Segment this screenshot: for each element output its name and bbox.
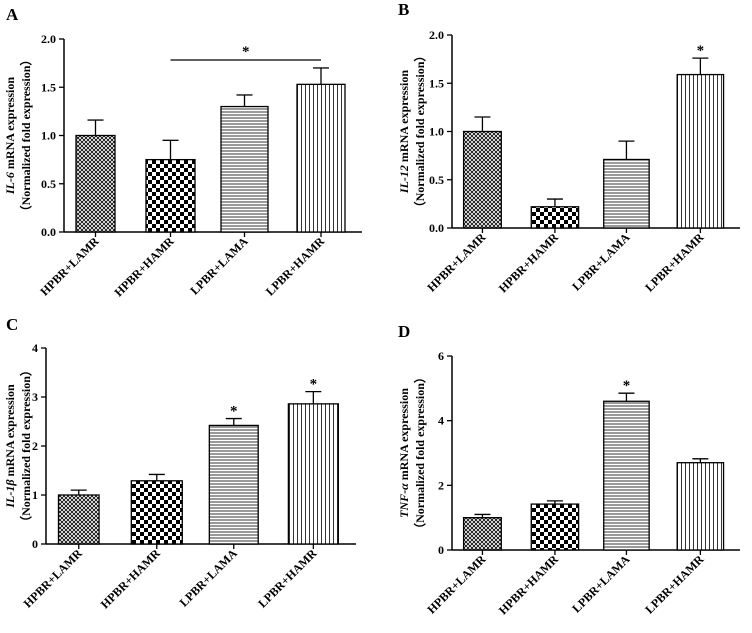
y-tick-label: 0.5: [41, 177, 56, 191]
x-tick-label: HPBR+HAMR: [111, 234, 176, 299]
y-tick-label: 0.0: [429, 221, 444, 235]
y-tick-label: 3: [32, 390, 38, 404]
y-tick-label: 2.0: [429, 28, 444, 42]
x-tick-label: HPBR+LAMR: [424, 552, 488, 616]
y-axis-label-text: mRNA expression: [3, 77, 17, 172]
bar: [57, 494, 100, 545]
y-tick-label: 4: [32, 341, 38, 355]
y-tick-label: 1.0: [429, 125, 444, 139]
y-axis-label-gene: TNF-α: [397, 483, 411, 518]
bar: [603, 400, 650, 551]
x-tick-label: HPBR+LAMR: [37, 234, 101, 298]
x-tick-label: LPBR+HAMR: [642, 230, 706, 294]
panel-letter: D: [398, 322, 410, 341]
panel-a: A 0.0 0.5 1.0 1.5 2.0 HPBR+LAMR HPBR+HAMR LPBR+L…: [3, 5, 362, 299]
x-tick-label: LPBR+HAMR: [263, 234, 327, 298]
y-tick-label: 0: [32, 537, 38, 551]
y-axis-label: IL-1β mRNA expression: [3, 384, 17, 509]
y-tick-label: 0.5: [429, 173, 444, 187]
panel-letter: A: [6, 5, 19, 24]
y-tick-label: 1: [32, 488, 38, 502]
bar: [296, 83, 346, 233]
x-tick-label: LPBR+HAMR: [255, 546, 319, 610]
bar: [462, 130, 502, 229]
significance-star: *: [697, 43, 705, 59]
y-axis-label-subtitle: （Normalized fold expression）: [412, 371, 427, 535]
panel-c: C 0 1 2 3 4 HPBR+LAMR HPBR+HAMR LPBR+LAMA LPBR+HA…: [3, 315, 356, 611]
bar: [676, 73, 725, 229]
x-tick-label: LPBR+LAMA: [569, 230, 633, 294]
bar: [145, 158, 196, 233]
x-tick-label: LPBR+LAMA: [177, 546, 241, 610]
y-tick-label: 1.0: [41, 129, 56, 143]
bar: [676, 462, 725, 551]
y-tick-label: 2: [438, 478, 444, 492]
y-axis-label-text: mRNA expression: [397, 70, 411, 165]
x-tick-label: HPBR+HAMR: [98, 546, 163, 611]
bar: [603, 158, 650, 229]
panel-b: B 0.0 0.5 1.0 1.5 2.0 HPBR+LAMR HPBR+HAMR LPBR+L…: [397, 0, 740, 295]
panel-letter: C: [6, 315, 18, 334]
bar: [530, 206, 580, 229]
x-tick-label: LPBR+HAMR: [642, 552, 706, 616]
panel-letter: B: [398, 0, 409, 19]
x-tick-label: HPBR+HAMR: [496, 230, 561, 295]
y-tick-label: 2.0: [41, 32, 56, 46]
significance-star: *: [310, 377, 318, 393]
bar: [130, 480, 183, 545]
panel-d: D 0 2 4 6 HPBR+LAMR HPBR+HAMR LPBR+LAMA LPBR+HAM…: [397, 322, 740, 617]
bar: [287, 403, 339, 545]
y-axis-label-gene: IL-6: [3, 172, 17, 195]
x-tick-label: HPBR+LAMR: [424, 230, 488, 294]
significance-star: *: [623, 378, 631, 394]
y-tick-label: 1.5: [41, 80, 56, 94]
y-tick-label: 1.5: [429, 76, 444, 90]
x-tick-label: HPBR+HAMR: [496, 552, 561, 617]
y-axis-label-text: mRNA expression: [3, 384, 17, 479]
significance-star: *: [230, 404, 238, 420]
significance-star: *: [242, 44, 250, 60]
y-axis-label-subtitle: （Normalized fold expression）: [18, 54, 33, 218]
y-tick-label: 6: [438, 349, 444, 363]
x-tick-label: LPBR+LAMA: [569, 552, 633, 616]
y-axis-label-gene: IL-12: [397, 165, 411, 194]
y-axis-label-gene: IL-1β: [3, 479, 17, 509]
y-axis-label-subtitle: （Normalized fold expression）: [412, 50, 427, 214]
bar: [208, 424, 259, 545]
y-axis-label-subtitle: （Normalized fold expression）: [18, 364, 33, 528]
y-tick-label: 0.0: [41, 225, 56, 239]
y-axis-label: TNF-α mRNA expression: [397, 388, 411, 518]
y-axis-label-text: mRNA expression: [397, 388, 411, 483]
y-axis-label: IL-6 mRNA expression: [3, 77, 17, 195]
bar: [75, 134, 116, 233]
y-tick-label: 4: [438, 414, 444, 428]
x-tick-label: HPBR+LAMR: [21, 546, 85, 610]
x-tick-label: LPBR+LAMA: [187, 234, 251, 298]
bar: [530, 503, 580, 551]
y-axis-label: IL-12 mRNA expression: [397, 70, 411, 194]
y-tick-label: 2: [32, 439, 38, 453]
bar: [462, 517, 502, 551]
y-tick-label: 0: [438, 543, 444, 557]
bar: [220, 105, 269, 233]
